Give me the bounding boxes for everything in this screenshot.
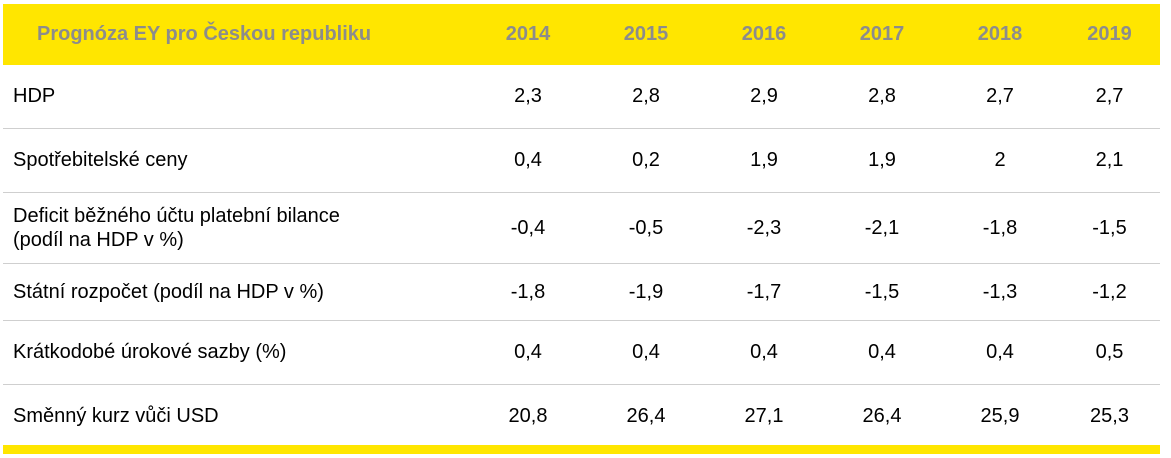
table-cell: 27,1 [744, 404, 784, 427]
table-cell: -1,7 [746, 280, 782, 303]
table-cell: -1,5 [864, 280, 900, 303]
table-cell: 2,3 [514, 85, 542, 108]
table-cell: -1,5 [1092, 216, 1127, 239]
table-cell: -0,5 [628, 216, 664, 239]
table-cell: 1,9 [750, 149, 778, 171]
table-row: Krátkodobé úrokové sazby (%) 0,4 0,4 0,4… [3, 320, 1160, 384]
header-year-2016: 2016 [741, 23, 787, 45]
table-row: Spotřebitelské ceny 0,4 0,2 1,9 1,9 2 2,… [3, 128, 1160, 192]
table-cell: -1,8 [982, 216, 1018, 239]
table-row: HDP 2,3 2,8 2,9 2,8 2,7 2,7 [3, 65, 1160, 128]
row-label-consumer-prices: Spotřebitelské ceny [13, 149, 188, 171]
table-cell: 2,7 [986, 85, 1014, 108]
table-cell: 2,7 [1095, 85, 1124, 108]
table-cell: 2,8 [632, 85, 660, 108]
table-cell: 25,3 [1090, 404, 1129, 427]
table-row: Deficit běžného účtu platební bilance (p… [3, 192, 1160, 263]
table-cell: 0,4 [868, 341, 896, 363]
header-year-2014: 2014 [505, 23, 551, 45]
table-cell: 20,8 [508, 404, 548, 427]
table-cell: 2,8 [868, 85, 896, 108]
table-cell: -1,2 [1092, 280, 1127, 303]
table-cell: 2,1 [1095, 149, 1124, 171]
table-cell: 25,9 [980, 404, 1020, 427]
row-label-line: (podíl na HDP v %) [13, 228, 184, 251]
table-cell: -1,8 [510, 280, 546, 303]
header-label: Prognóza EY pro Českou republiku [37, 23, 372, 45]
row-label-state-budget: Státní rozpočet (podíl na HDP v %) [13, 280, 324, 303]
row-label-line: Deficit běžného účtu platební bilance [13, 204, 340, 227]
row-label-current-account-deficit: Deficit běžného účtu platební bilance (p… [3, 192, 469, 263]
table-cell: 26,4 [626, 404, 666, 427]
table-row: Směnný kurz vůči USD 20,8 26,4 27,1 26,4… [3, 384, 1160, 447]
header-year-2019: 2019 [1087, 23, 1132, 45]
table-cell: 0,4 [514, 149, 542, 171]
table-cell: 0,4 [632, 341, 660, 363]
row-label-short-term-rates: Krátkodobé úrokové sazby (%) [13, 341, 287, 363]
row-label-exchange-rate: Směnný kurz vůči USD [13, 404, 219, 427]
table-cell: 0,2 [632, 149, 660, 171]
table-cell: 2,9 [750, 85, 778, 108]
table-cell: -2,3 [746, 216, 782, 239]
table-header-row: Prognóza EY pro Českou republiku 2014 20… [3, 4, 1160, 65]
table-bottom-bar [3, 445, 1160, 454]
table-cell: 0,4 [750, 341, 778, 363]
table-cell: -0,4 [510, 216, 546, 239]
table-cell: -2,1 [864, 216, 900, 239]
row-label-hdp: HDP [13, 85, 56, 108]
table-cell: 26,4 [862, 404, 902, 427]
table-cell: 1,9 [868, 149, 896, 171]
forecast-table-container: Prognóza EY pro Českou republiku 2014 20… [3, 4, 1160, 447]
table-cell: -1,9 [628, 280, 664, 303]
header-year-2018: 2018 [977, 23, 1023, 45]
table-cell: 0,4 [514, 341, 542, 363]
forecast-table: Prognóza EY pro Českou republiku 2014 20… [3, 4, 1160, 447]
table-cell: 2 [994, 149, 1006, 171]
table-cell: 0,4 [986, 341, 1014, 363]
table-cell: -1,3 [982, 280, 1018, 303]
header-year-2017: 2017 [859, 23, 905, 45]
table-cell: 0,5 [1095, 341, 1124, 363]
table-row: Státní rozpočet (podíl na HDP v %) -1,8 … [3, 263, 1160, 320]
header-year-2015: 2015 [623, 23, 669, 45]
